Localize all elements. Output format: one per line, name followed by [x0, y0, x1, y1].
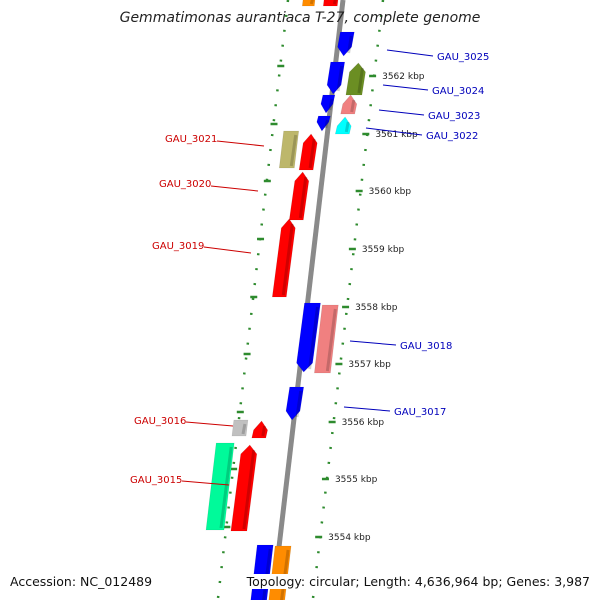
gene-arrow[interactable]	[334, 116, 352, 135]
gene-arrow[interactable]	[296, 302, 321, 373]
gene-arrow[interactable]	[345, 62, 366, 96]
accession-label: Accession: NC_012489	[8, 574, 155, 589]
gene-arrows	[205, 0, 366, 600]
gene-arrow[interactable]	[251, 420, 268, 439]
gene-label[interactable]: GAU_3018	[400, 341, 452, 352]
gene-label-leader	[181, 480, 230, 486]
kbp-tick-label: 3558 kbp	[355, 303, 398, 313]
kbp-tick-label: 3561 kbp	[375, 130, 418, 140]
gene-arrow[interactable]	[285, 386, 305, 421]
kbp-tick-label: 3560 kbp	[369, 187, 412, 197]
topology-label: Topology: circular; Length: 4,636,964 bp…	[244, 574, 592, 589]
gene-arrow[interactable]	[288, 171, 310, 221]
gene-arrow-shade	[350, 99, 356, 113]
gene-label[interactable]: GAU_3021	[165, 134, 217, 145]
gene-labels: GAU_3025 GAU_3024 GAU_3023 GAU_3022 GAU_3021…	[130, 49, 489, 486]
gene-arrow-shade	[281, 223, 294, 296]
gene-arrow-shade	[261, 425, 267, 437]
gene-arrow[interactable]	[301, 0, 316, 7]
gene-label-leader	[365, 127, 423, 136]
gene-label[interactable]: GAU_3019	[152, 241, 204, 252]
gene-arrow[interactable]	[205, 442, 235, 531]
gene-arrow[interactable]	[231, 419, 249, 437]
gene-label[interactable]: GAU_3020	[159, 179, 211, 190]
gene-label-leader	[382, 84, 429, 91]
gene-arrow-shade	[325, 308, 337, 372]
gene-label[interactable]: GAU_3016	[134, 416, 186, 427]
gene-arrow-shade	[241, 423, 247, 435]
kbp-tick-label: 3554 kbp	[328, 533, 371, 543]
gene-label-leader	[210, 185, 259, 192]
kbp-tick-label: 3559 kbp	[362, 245, 405, 255]
gene-arrow[interactable]	[278, 130, 300, 169]
gene-label[interactable]: GAU_3017	[394, 407, 446, 418]
gene-arrow[interactable]	[340, 94, 358, 115]
gene-arrow-shade	[242, 449, 256, 530]
gene-arrow[interactable]	[326, 61, 346, 95]
gene-arrow-shade	[295, 390, 303, 418]
kbp-tick-label: 3557 kbp	[348, 360, 391, 370]
gene-label[interactable]: GAU_3015	[130, 475, 182, 486]
gene-arrow-shade	[344, 121, 350, 133]
gene-arrow-shade	[308, 306, 319, 370]
gene-arrow[interactable]	[337, 31, 355, 57]
gene-arrow-shade	[298, 176, 308, 219]
gene-arrow-shade	[332, 0, 337, 5]
gene-arrow[interactable]	[316, 115, 331, 132]
map-title: Gemmatimonas aurantiaca T-27, complete g…	[119, 10, 481, 26]
gene-arrow-shade	[357, 67, 364, 94]
gene-arrow[interactable]	[271, 218, 296, 298]
gene-label-leader	[203, 246, 252, 254]
gene-arrow-shade	[328, 98, 334, 111]
kbp-tick-label: 3555 kbp	[335, 475, 378, 485]
left-track-boundary	[216, 0, 290, 600]
gene-label-leader	[386, 49, 434, 57]
kbp-tick-label: 3556 kbp	[342, 418, 385, 428]
gene-label-leader	[216, 140, 265, 147]
gene-arrow-shade	[309, 0, 314, 5]
track-boundaries	[216, 0, 385, 600]
gene-arrow-shade	[219, 446, 233, 529]
gene-label-leader	[349, 340, 397, 346]
gene-arrow-shade	[324, 119, 329, 129]
kbp-ticks: 3562 kbp 3561 kbp 3560 kbp 3559 kbp 3558 kbp…	[315, 72, 425, 543]
gene-label[interactable]: GAU_3023	[428, 111, 480, 122]
gene-label[interactable]: GAU_3022	[426, 131, 478, 142]
gene-label[interactable]: GAU_3025	[437, 52, 489, 63]
gene-label-leader	[378, 109, 425, 116]
gene-label[interactable]: GAU_3024	[432, 86, 484, 97]
gene-arrow[interactable]	[322, 0, 339, 7]
gene-label-leader	[185, 421, 234, 427]
gene-arrow[interactable]	[320, 94, 336, 114]
gene-arrow[interactable]	[230, 444, 258, 532]
gene-arrow[interactable]	[298, 133, 318, 171]
gene-arrow-shade	[336, 65, 344, 92]
gene-arrow[interactable]	[314, 304, 339, 374]
gene-arrow-shade	[347, 35, 353, 54]
gene-arrow-shade	[289, 134, 298, 167]
gene-label-leader	[343, 406, 391, 412]
kbp-tick-label: 3562 kbp	[382, 72, 425, 82]
gene-arrow-shade	[308, 138, 316, 169]
